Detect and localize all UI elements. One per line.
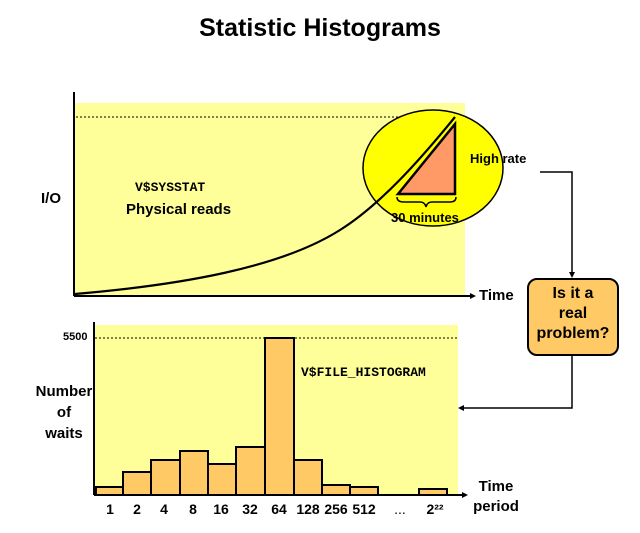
x-tick: ... <box>394 501 406 517</box>
bottom-y-label-line-2: of <box>56 404 72 421</box>
page-title: Statistic Histograms <box>199 14 441 42</box>
top-x-label: Time <box>479 287 514 304</box>
bar-16 <box>207 463 237 496</box>
bottom-x-label-line-1: Time <box>478 478 514 495</box>
arrow-left-icon <box>458 405 464 411</box>
top-metric-label: Physical reads <box>126 201 232 218</box>
slope-triangle <box>395 120 457 196</box>
brace-icon <box>396 196 457 208</box>
bottom-x-label-line-2: period <box>473 498 519 515</box>
bottom-x-label: Time period <box>470 477 522 517</box>
bottom-y-label: Number of waits <box>34 381 94 444</box>
bar-128 <box>293 459 323 496</box>
arrow-down-icon <box>569 272 575 278</box>
x-tick: 4 <box>160 501 168 517</box>
bar-1 <box>95 486 124 496</box>
bar-256 <box>321 484 351 496</box>
bottom-x-arrow-icon <box>462 492 468 498</box>
bar-512 <box>349 486 379 496</box>
decision-line-3: problem? <box>536 325 610 342</box>
histogram-bars <box>95 337 448 496</box>
physical-reads-curve <box>74 116 456 296</box>
decision-line-1: Is it a <box>552 285 594 302</box>
bar-2 <box>122 471 152 496</box>
x-tick: 512 <box>352 501 376 517</box>
x-tick: 1 <box>106 501 114 517</box>
x-tick: 8 <box>189 501 197 517</box>
top-view-name: V$SYSSTAT <box>135 180 206 195</box>
bottom-y-label-line-3: waits <box>45 425 83 442</box>
bar-32 <box>235 446 266 496</box>
x-tick: 256 <box>324 501 348 517</box>
connector-to-histogram <box>462 356 573 409</box>
x-tick: 32 <box>242 501 258 517</box>
bottom-view-name: V$FILE_HISTOGRAM <box>301 365 426 380</box>
decision-line-2: real <box>558 305 588 322</box>
x-tick: 2²² <box>426 501 444 517</box>
x-tick: 64 <box>271 501 287 517</box>
top-y-label: I/O <box>41 190 62 207</box>
bar-8 <box>179 450 209 496</box>
max-tick-label: 5500 <box>63 331 88 343</box>
high-rate-label: High rate <box>470 151 527 166</box>
x-tick: 2 <box>133 501 141 517</box>
bottom-y-label-line-1: Number <box>35 383 93 400</box>
x-tick: 16 <box>213 501 229 517</box>
bar-4 <box>150 459 181 496</box>
connector-to-decision <box>540 171 573 274</box>
x-tick: 128 <box>296 501 320 517</box>
decision-box: Is it a real problem? <box>527 278 619 356</box>
bar-2-22 <box>418 488 448 496</box>
interval-label: 30 minutes <box>391 210 459 225</box>
bar-64 <box>264 337 295 496</box>
top-x-arrow-icon <box>470 293 476 299</box>
